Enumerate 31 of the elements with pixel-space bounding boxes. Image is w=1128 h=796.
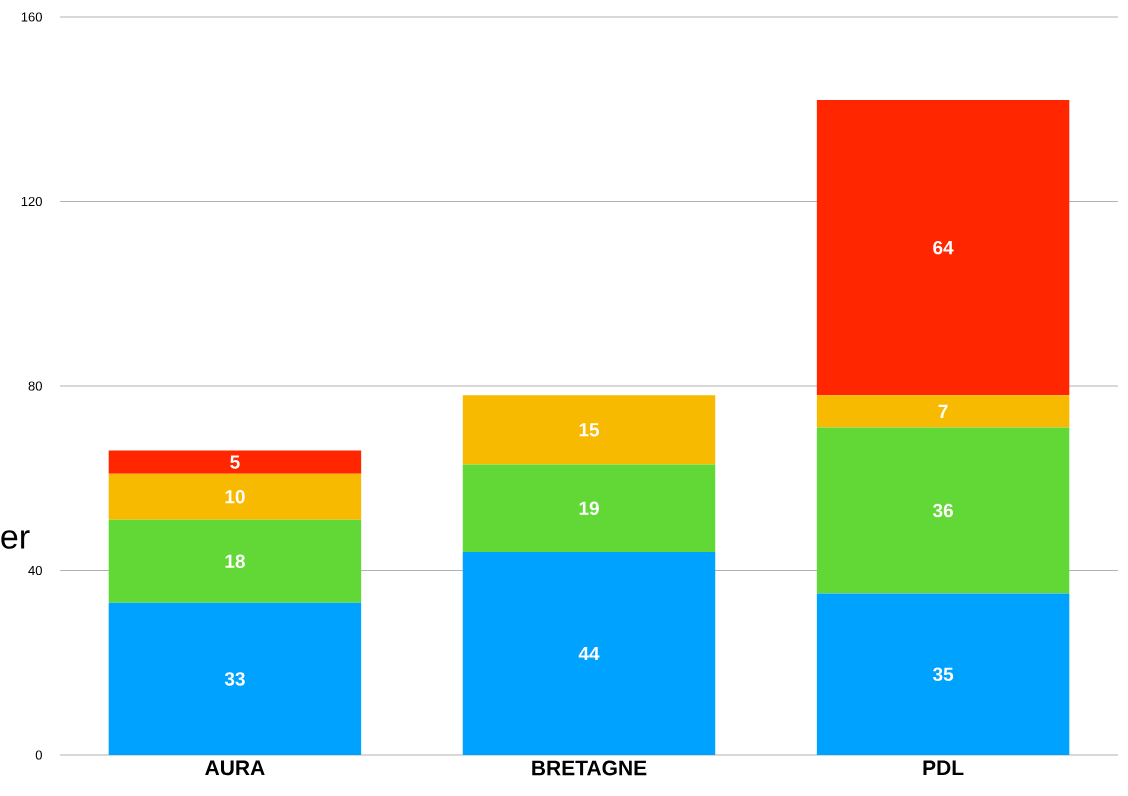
data-label: 36: [932, 503, 953, 518]
bar: [816, 395, 1070, 428]
bar: [462, 395, 716, 465]
data-label: 64: [933, 240, 954, 255]
data-label: 18: [225, 554, 245, 568]
x-tick-label: BRETAGNE: [532, 760, 647, 776]
data-label: 5: [230, 455, 240, 469]
bar: [108, 473, 362, 520]
y-tick-label: 80: [28, 381, 42, 391]
bar: [462, 552, 716, 755]
bar: [108, 602, 362, 755]
bar: [816, 100, 1070, 396]
bar: [462, 464, 716, 553]
data-label: 44: [578, 647, 600, 661]
y-tick-label: 120: [21, 196, 42, 207]
y-tick-label: 0: [35, 750, 42, 760]
data-label: 7: [938, 404, 948, 418]
bar: [108, 450, 362, 474]
data-label: 35: [932, 667, 954, 682]
text: er: [1, 530, 30, 549]
x-tick-label: AURA: [205, 760, 265, 776]
x-tick-label: PDL: [923, 760, 964, 775]
y-tick-label: 160: [21, 12, 42, 22]
bar: [108, 519, 362, 603]
data-label: 10: [225, 489, 245, 504]
data-label: 15: [579, 423, 600, 437]
data-label: 33: [224, 672, 245, 686]
data-label: 19: [579, 501, 599, 515]
y-tick-label: 40: [28, 565, 42, 576]
bar: [816, 427, 1070, 594]
bar: [816, 593, 1070, 755]
